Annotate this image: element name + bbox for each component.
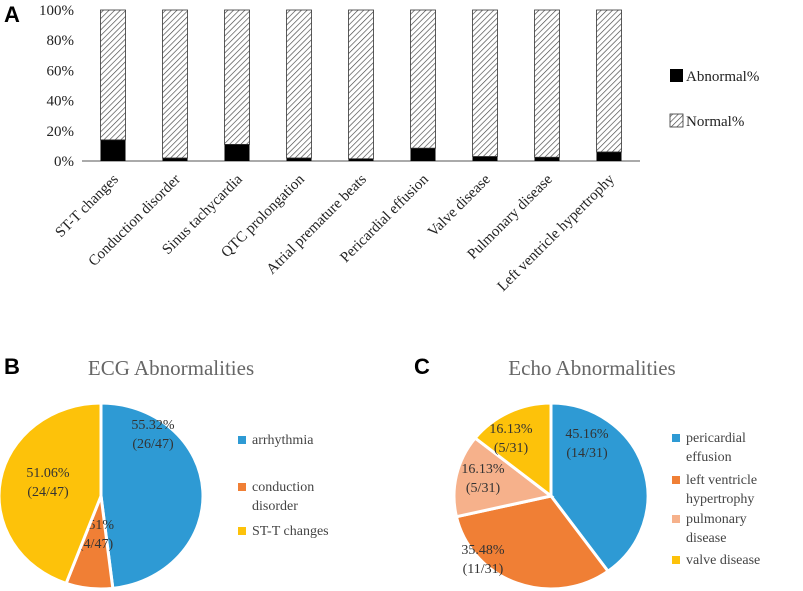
legend-label-abnormal: Abnormal% bbox=[686, 69, 759, 85]
pie-slice bbox=[473, 401, 553, 500]
legend-swatch bbox=[238, 436, 246, 444]
legend-swatch bbox=[672, 515, 680, 523]
pie-data-label-fraction: (11/31) bbox=[463, 562, 504, 577]
y-tick-label: 80% bbox=[47, 33, 75, 49]
bar-abnormal bbox=[472, 156, 498, 161]
y-tick-label: 60% bbox=[47, 63, 75, 79]
legend-label: arrhythmia bbox=[252, 433, 314, 448]
y-tick-label: 20% bbox=[47, 124, 75, 140]
legend-swatch-normal bbox=[669, 113, 684, 128]
pie-data-label-fraction: (5/31) bbox=[494, 441, 529, 456]
pie-slice bbox=[99, 401, 205, 591]
bar-abnormal bbox=[100, 139, 126, 161]
bar-abnormal bbox=[410, 148, 436, 161]
echo-pie-chart: Echo Abnormalities 45.16% (14/31) pericardi… bbox=[452, 356, 760, 591]
pie-data-label-percent: 51.06% bbox=[26, 466, 70, 481]
bar-normal bbox=[410, 9, 436, 149]
stacked-bar-chart: 0%20%40%60%80%100%ST-T changesConduction… bbox=[39, 3, 759, 295]
pie-title: Echo Abnormalities bbox=[508, 356, 675, 380]
legend-label: pericardial bbox=[686, 431, 746, 446]
legend-label: conduction bbox=[252, 480, 314, 495]
legend-label: left ventricle bbox=[686, 473, 757, 488]
y-tick-label: 0% bbox=[54, 154, 74, 170]
bar-abnormal bbox=[286, 157, 312, 161]
pie-slice bbox=[452, 435, 555, 519]
bar-normal bbox=[224, 9, 250, 145]
y-tick-label: 100% bbox=[39, 3, 74, 19]
pie-data-label-percent: 45.16% bbox=[565, 427, 609, 442]
pie-data-label-percent: 55.32% bbox=[131, 418, 175, 433]
x-category-label: Left ventricle hypertrophy bbox=[495, 171, 619, 295]
x-category-label: ST-T changes bbox=[52, 171, 121, 240]
pie-data-label-fraction: (26/47) bbox=[132, 437, 174, 452]
y-tick-label: 40% bbox=[47, 94, 75, 110]
pie-data-label-fraction: (5/31) bbox=[466, 481, 501, 496]
ecg-pie-chart: ECG Abnormalities 55.32% (26/47) arrhythmia… bbox=[0, 356, 329, 591]
panel-label-b: B bbox=[4, 354, 20, 379]
legend-swatch bbox=[238, 483, 246, 491]
pie-data-label-percent: 35.48% bbox=[461, 543, 505, 558]
pie-data-label-percent: 16.13% bbox=[461, 462, 505, 477]
legend-label: effusion bbox=[686, 450, 732, 465]
pie-data-label-percent: 16.13% bbox=[489, 422, 533, 437]
pie-title: ECG Abnormalities bbox=[88, 356, 254, 380]
legend-swatch bbox=[672, 476, 680, 484]
bar-abnormal bbox=[534, 157, 560, 161]
x-category-label: Valve disease bbox=[425, 171, 494, 240]
legend-label: disorder bbox=[252, 499, 298, 514]
bar-abnormal bbox=[224, 144, 250, 161]
legend-label: valve disease bbox=[686, 553, 760, 568]
pie-data-label-fraction: (14/31) bbox=[566, 446, 608, 461]
bar-normal bbox=[596, 9, 622, 153]
legend-swatch-abnormal bbox=[670, 69, 683, 82]
bar-normal bbox=[286, 9, 312, 159]
legend-label: disease bbox=[686, 531, 726, 546]
bar-abnormal bbox=[162, 157, 188, 161]
bar-normal bbox=[534, 9, 560, 158]
panel-label-a: A bbox=[4, 2, 20, 27]
legend-label: pulmonary bbox=[686, 512, 747, 527]
legend-swatch bbox=[672, 556, 680, 564]
panel-label-c: C bbox=[414, 354, 430, 379]
pie-slice bbox=[0, 401, 103, 586]
legend-swatch bbox=[238, 527, 246, 535]
bar-normal bbox=[472, 9, 498, 157]
bar-normal bbox=[100, 9, 126, 141]
bar-normal bbox=[162, 9, 188, 159]
legend-label: hypertrophy bbox=[686, 492, 754, 507]
pie-slice bbox=[549, 401, 650, 574]
bar-abnormal bbox=[348, 158, 374, 161]
legend-label-normal: Normal% bbox=[686, 114, 744, 130]
bar-abnormal bbox=[596, 151, 622, 161]
bar-normal bbox=[348, 9, 374, 160]
pie-slice bbox=[454, 494, 611, 591]
legend-label: ST-T changes bbox=[252, 524, 329, 539]
pie-data-label-fraction: (24/47) bbox=[27, 485, 69, 500]
legend-swatch bbox=[672, 434, 680, 442]
pie-data-label-fraction: (4/47) bbox=[79, 537, 114, 552]
